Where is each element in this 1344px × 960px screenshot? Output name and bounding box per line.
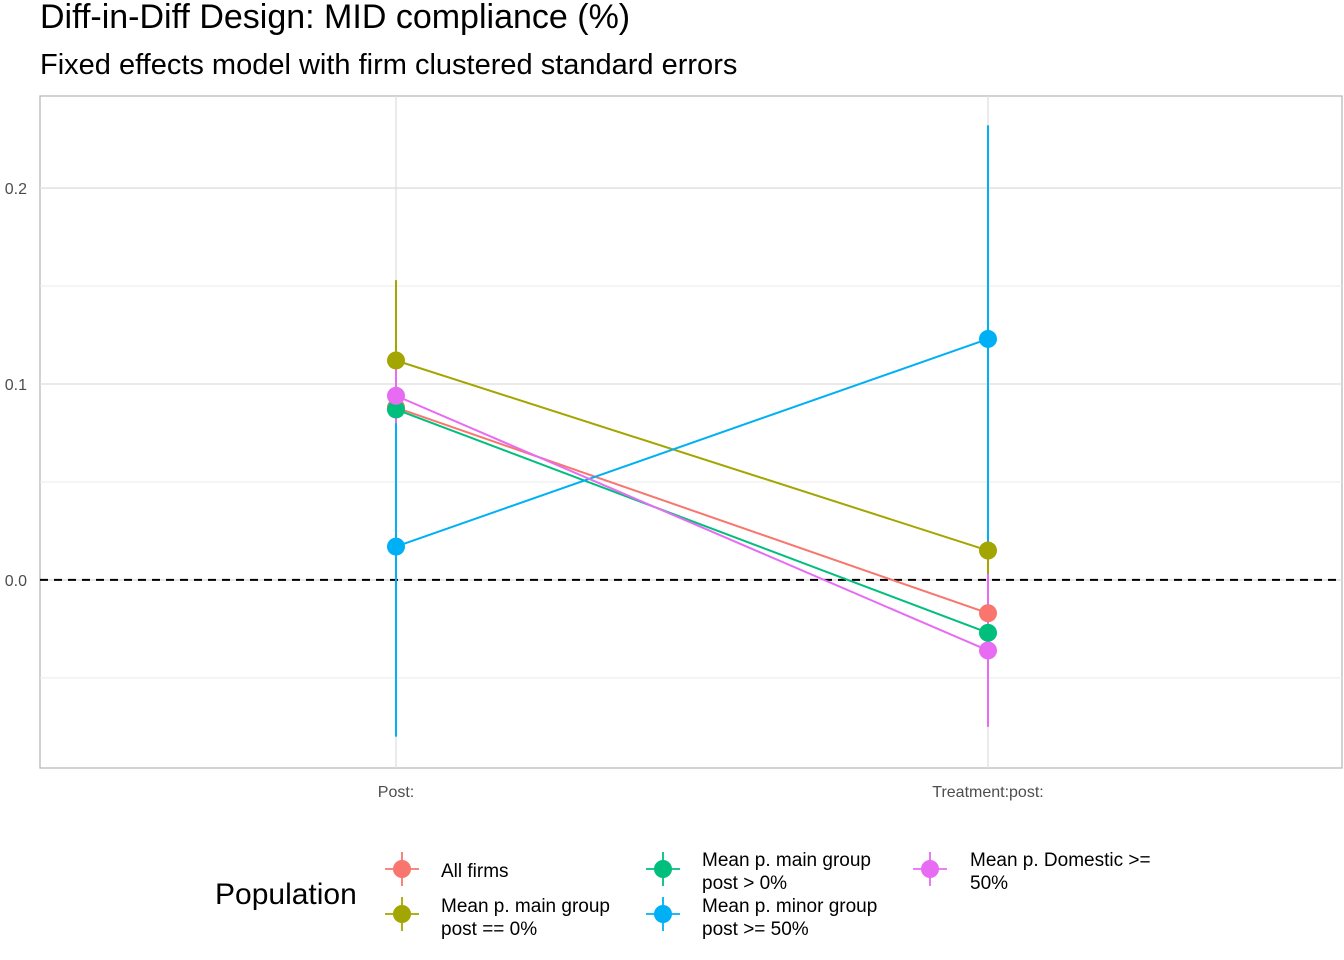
legend-key-point bbox=[393, 905, 411, 923]
data-point bbox=[979, 641, 997, 660]
legend-label: post > 0% bbox=[702, 873, 787, 894]
data-point bbox=[387, 386, 405, 405]
series-line bbox=[395, 394, 989, 652]
data-point bbox=[979, 541, 997, 560]
legend-label: Mean p. minor group bbox=[702, 896, 877, 917]
series-line bbox=[395, 337, 989, 548]
legend-title: Population bbox=[215, 878, 357, 911]
legend-label: Mean p. main group bbox=[441, 896, 610, 917]
plot-panel bbox=[39, 95, 1343, 769]
legend-label: 50% bbox=[970, 873, 1008, 894]
chart-title: Diff-in-Diff Design: MID compliance (%) bbox=[40, 0, 630, 36]
legend-label: post >= 50% bbox=[702, 919, 809, 940]
data-point bbox=[387, 400, 405, 419]
series-line bbox=[395, 408, 989, 634]
legend-key-point bbox=[654, 860, 672, 878]
x-tick-label: Treatment:post: bbox=[932, 784, 1043, 801]
data-point bbox=[979, 623, 997, 642]
x-tick-label: Post: bbox=[378, 784, 414, 801]
legend-label: All firms bbox=[441, 861, 509, 882]
series-line bbox=[395, 359, 989, 552]
legend-key-point bbox=[654, 905, 672, 923]
data-point bbox=[979, 604, 997, 623]
y-tick-label: 0.2 bbox=[5, 181, 27, 198]
series-line bbox=[395, 406, 989, 615]
y-tick-label: 0.0 bbox=[5, 573, 27, 590]
legend-label: Mean p. main group bbox=[702, 850, 871, 871]
data-point bbox=[387, 351, 405, 370]
legend-key-point bbox=[393, 860, 411, 878]
data-point bbox=[979, 329, 997, 348]
data-point bbox=[387, 537, 405, 556]
legend-key-point bbox=[921, 860, 939, 878]
y-tick-label: 0.1 bbox=[5, 377, 27, 394]
legend-label: Mean p. Domestic >= bbox=[970, 850, 1151, 871]
legend-label: post == 0% bbox=[441, 919, 537, 940]
chart-subtitle: Fixed effects model with firm clustered … bbox=[40, 49, 737, 81]
